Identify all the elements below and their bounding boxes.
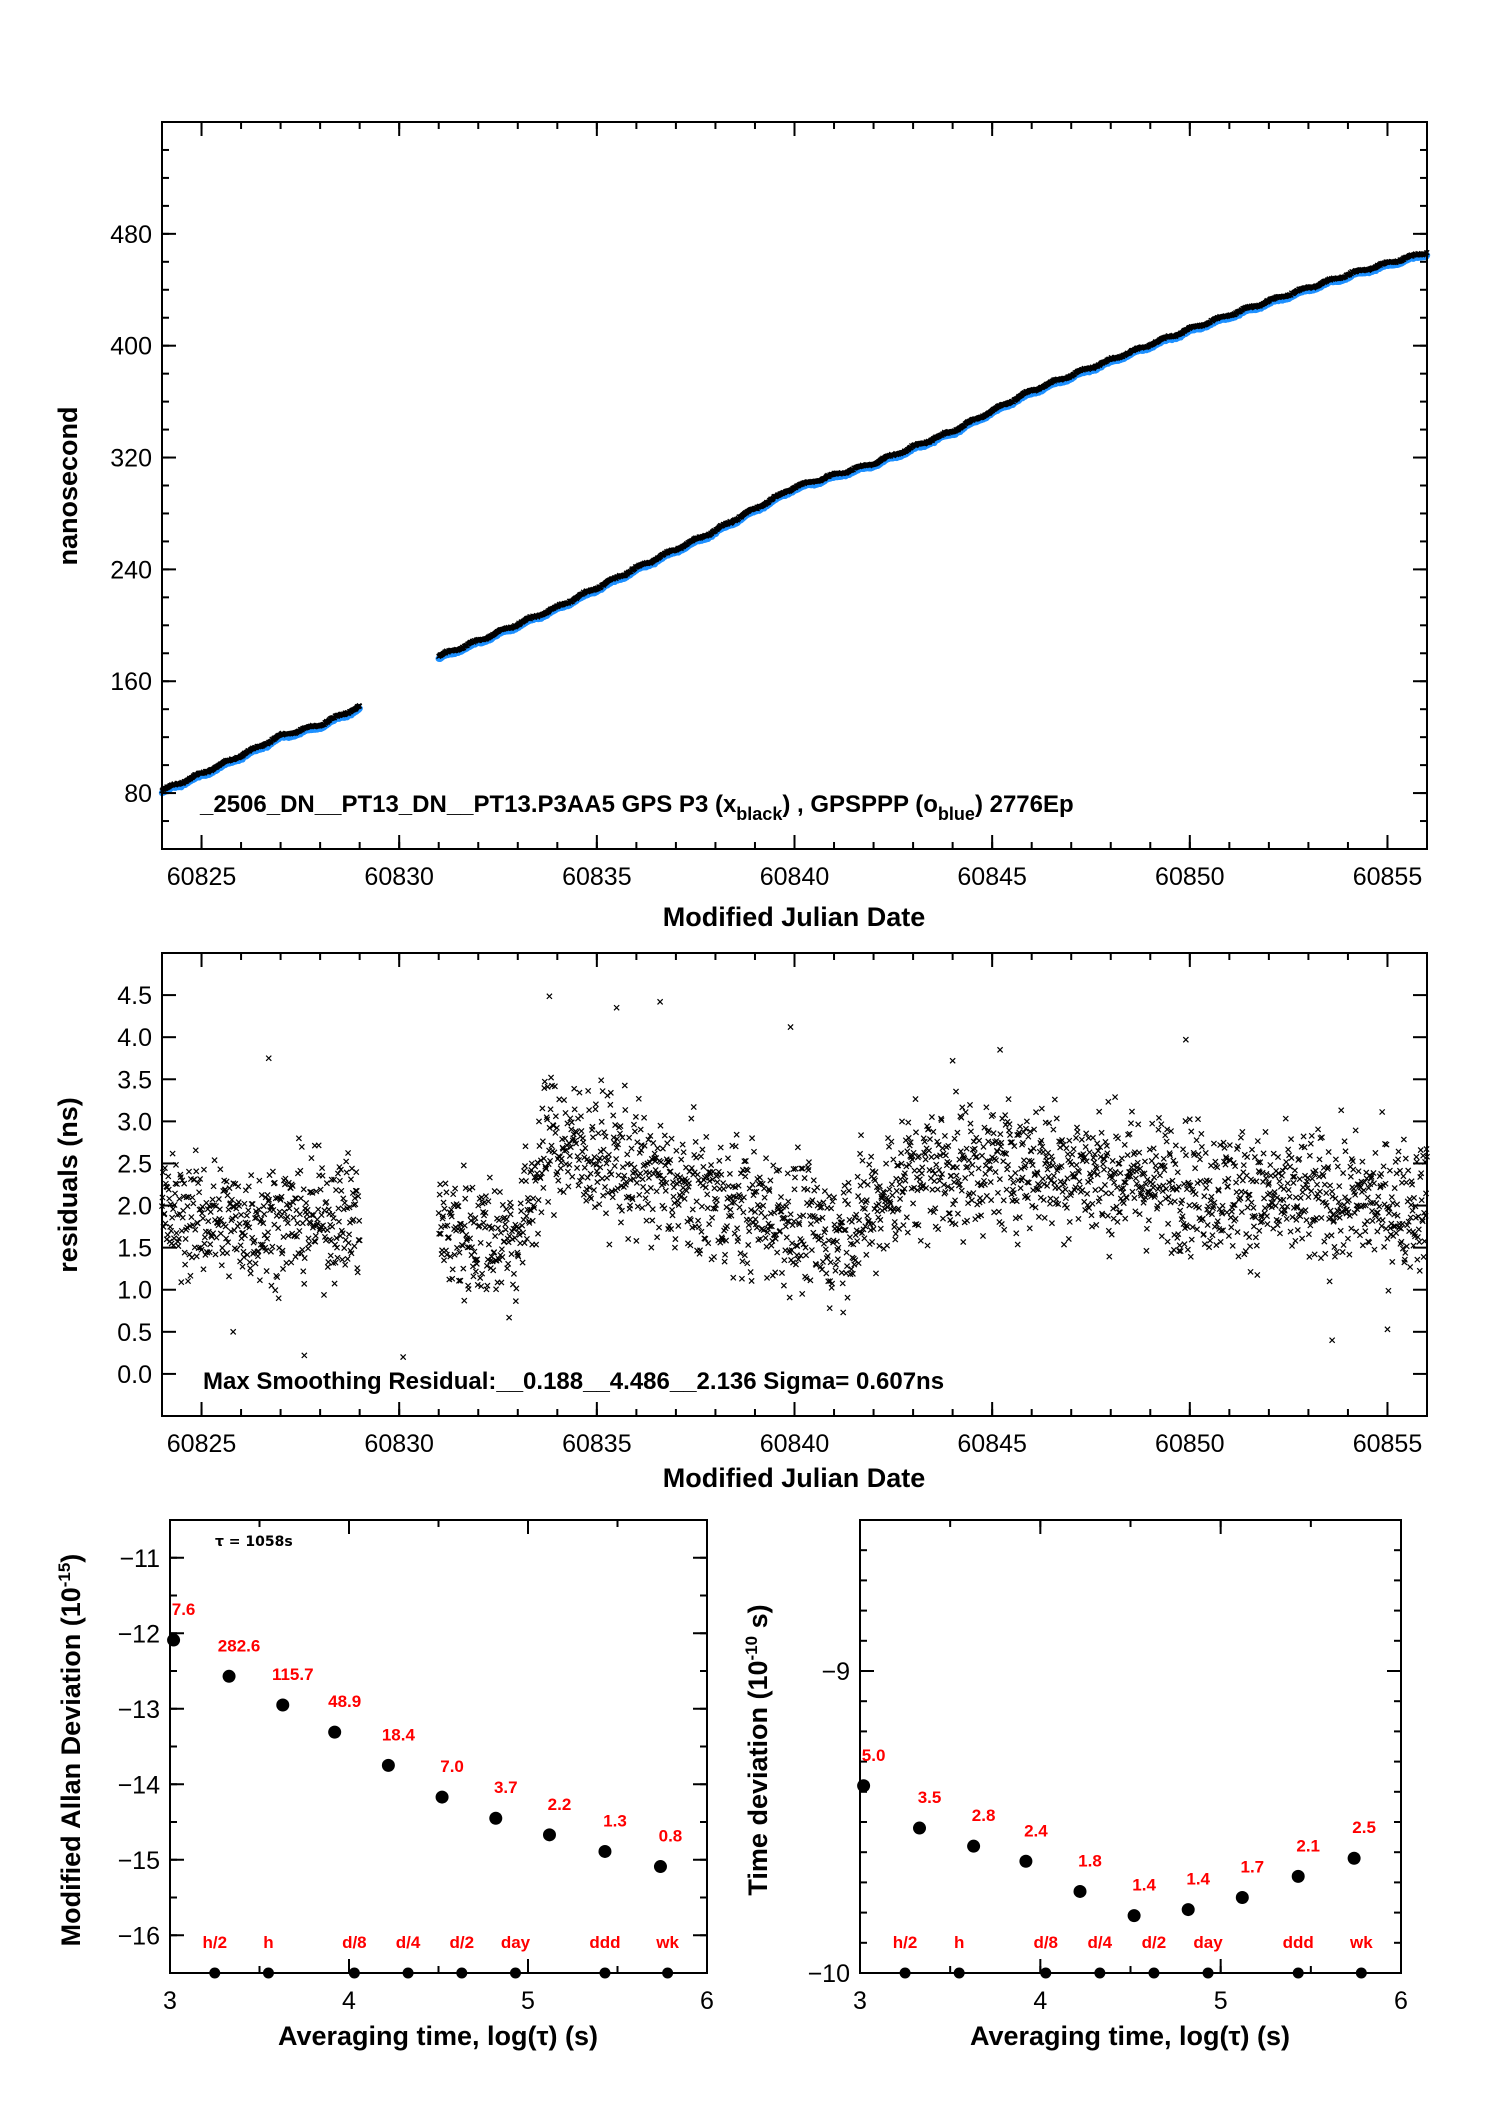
gps-p3-series [159,249,1430,794]
offset-x-tick-label: 60850 [1155,863,1225,891]
offset-x-tick-label: 60845 [957,863,1027,891]
offset-x-tick-label: 60830 [364,863,434,891]
offset-plot: 60825 60830 60835 60840 60845 60850 6085580160… [53,121,1431,932]
offset-x-tick-label: 60855 [1353,863,1423,891]
offset-series-layer [158,249,1431,797]
offset-x-tick-label: 60835 [562,863,632,891]
offset-x-tick-label: 60825 [167,863,237,891]
offset-x-tick-label: 60840 [760,863,830,891]
